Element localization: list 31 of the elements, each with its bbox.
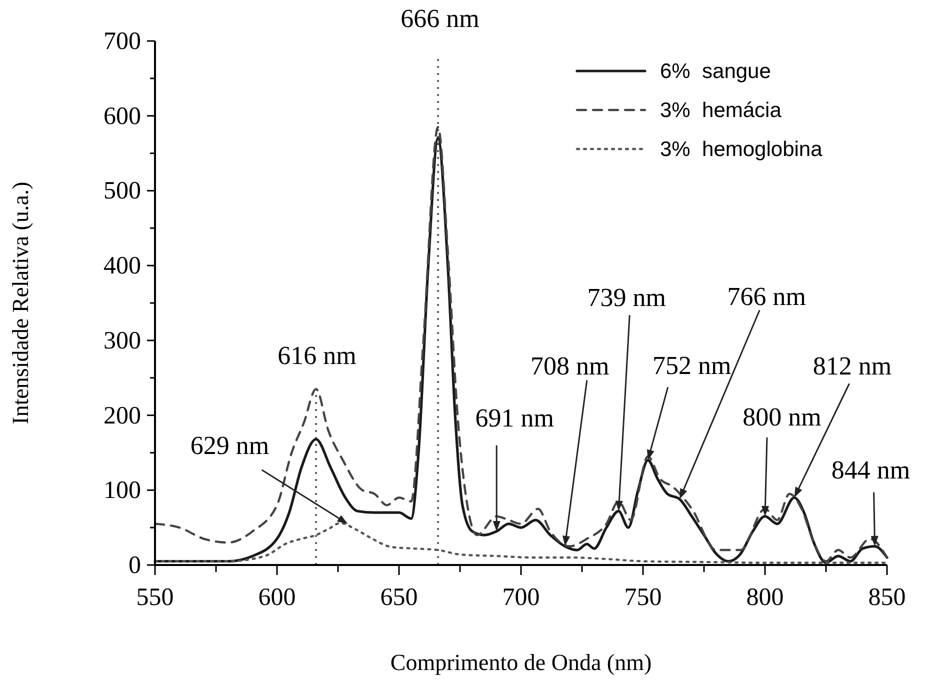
x-tick-label: 800 [746, 584, 784, 611]
annotation: 800 nm [742, 402, 822, 432]
annotation: 844 nm [831, 455, 910, 484]
y-axis-title: Intensidade Relativa (u.a.) [8, 182, 33, 424]
x-tick-label: 550 [136, 584, 174, 611]
annotation: 616 nm [278, 341, 356, 370]
y-tick-label: 300 [104, 327, 141, 354]
annotation: 708 nm [530, 351, 610, 380]
y-tick-label: 100 [104, 477, 141, 504]
x-tick-label: 700 [502, 584, 540, 611]
annotation: 812 nm [812, 352, 892, 381]
x-axis-title: Comprimento de Onda (nm) [390, 650, 652, 675]
y-tick-label: 500 [104, 178, 141, 205]
annotation: 752 nm [652, 351, 732, 380]
annotation: 766 nm [727, 282, 806, 312]
y-tick-label: 400 [104, 252, 141, 280]
annotation: 691 nm [475, 403, 554, 432]
y-tick-label: 0 [128, 552, 141, 579]
annotation: 629 nm [190, 430, 270, 460]
x-tick-label: 600 [258, 584, 296, 611]
legend-label: 6% sangue [660, 60, 771, 83]
x-tick-label: 650 [380, 584, 418, 611]
y-tick-label: 600 [104, 102, 141, 130]
annotation: 739 nm [587, 283, 666, 312]
y-tick-label: 200 [104, 402, 141, 430]
x-tick-label: 750 [624, 584, 662, 611]
legend-label: 3% hemácia [660, 99, 782, 122]
x-tick-label: 850 [868, 584, 906, 611]
y-tick-label: 700 [104, 28, 141, 55]
legend-label: 3% hemoglobina [660, 138, 823, 161]
annotation: 666 nm [400, 4, 480, 33]
